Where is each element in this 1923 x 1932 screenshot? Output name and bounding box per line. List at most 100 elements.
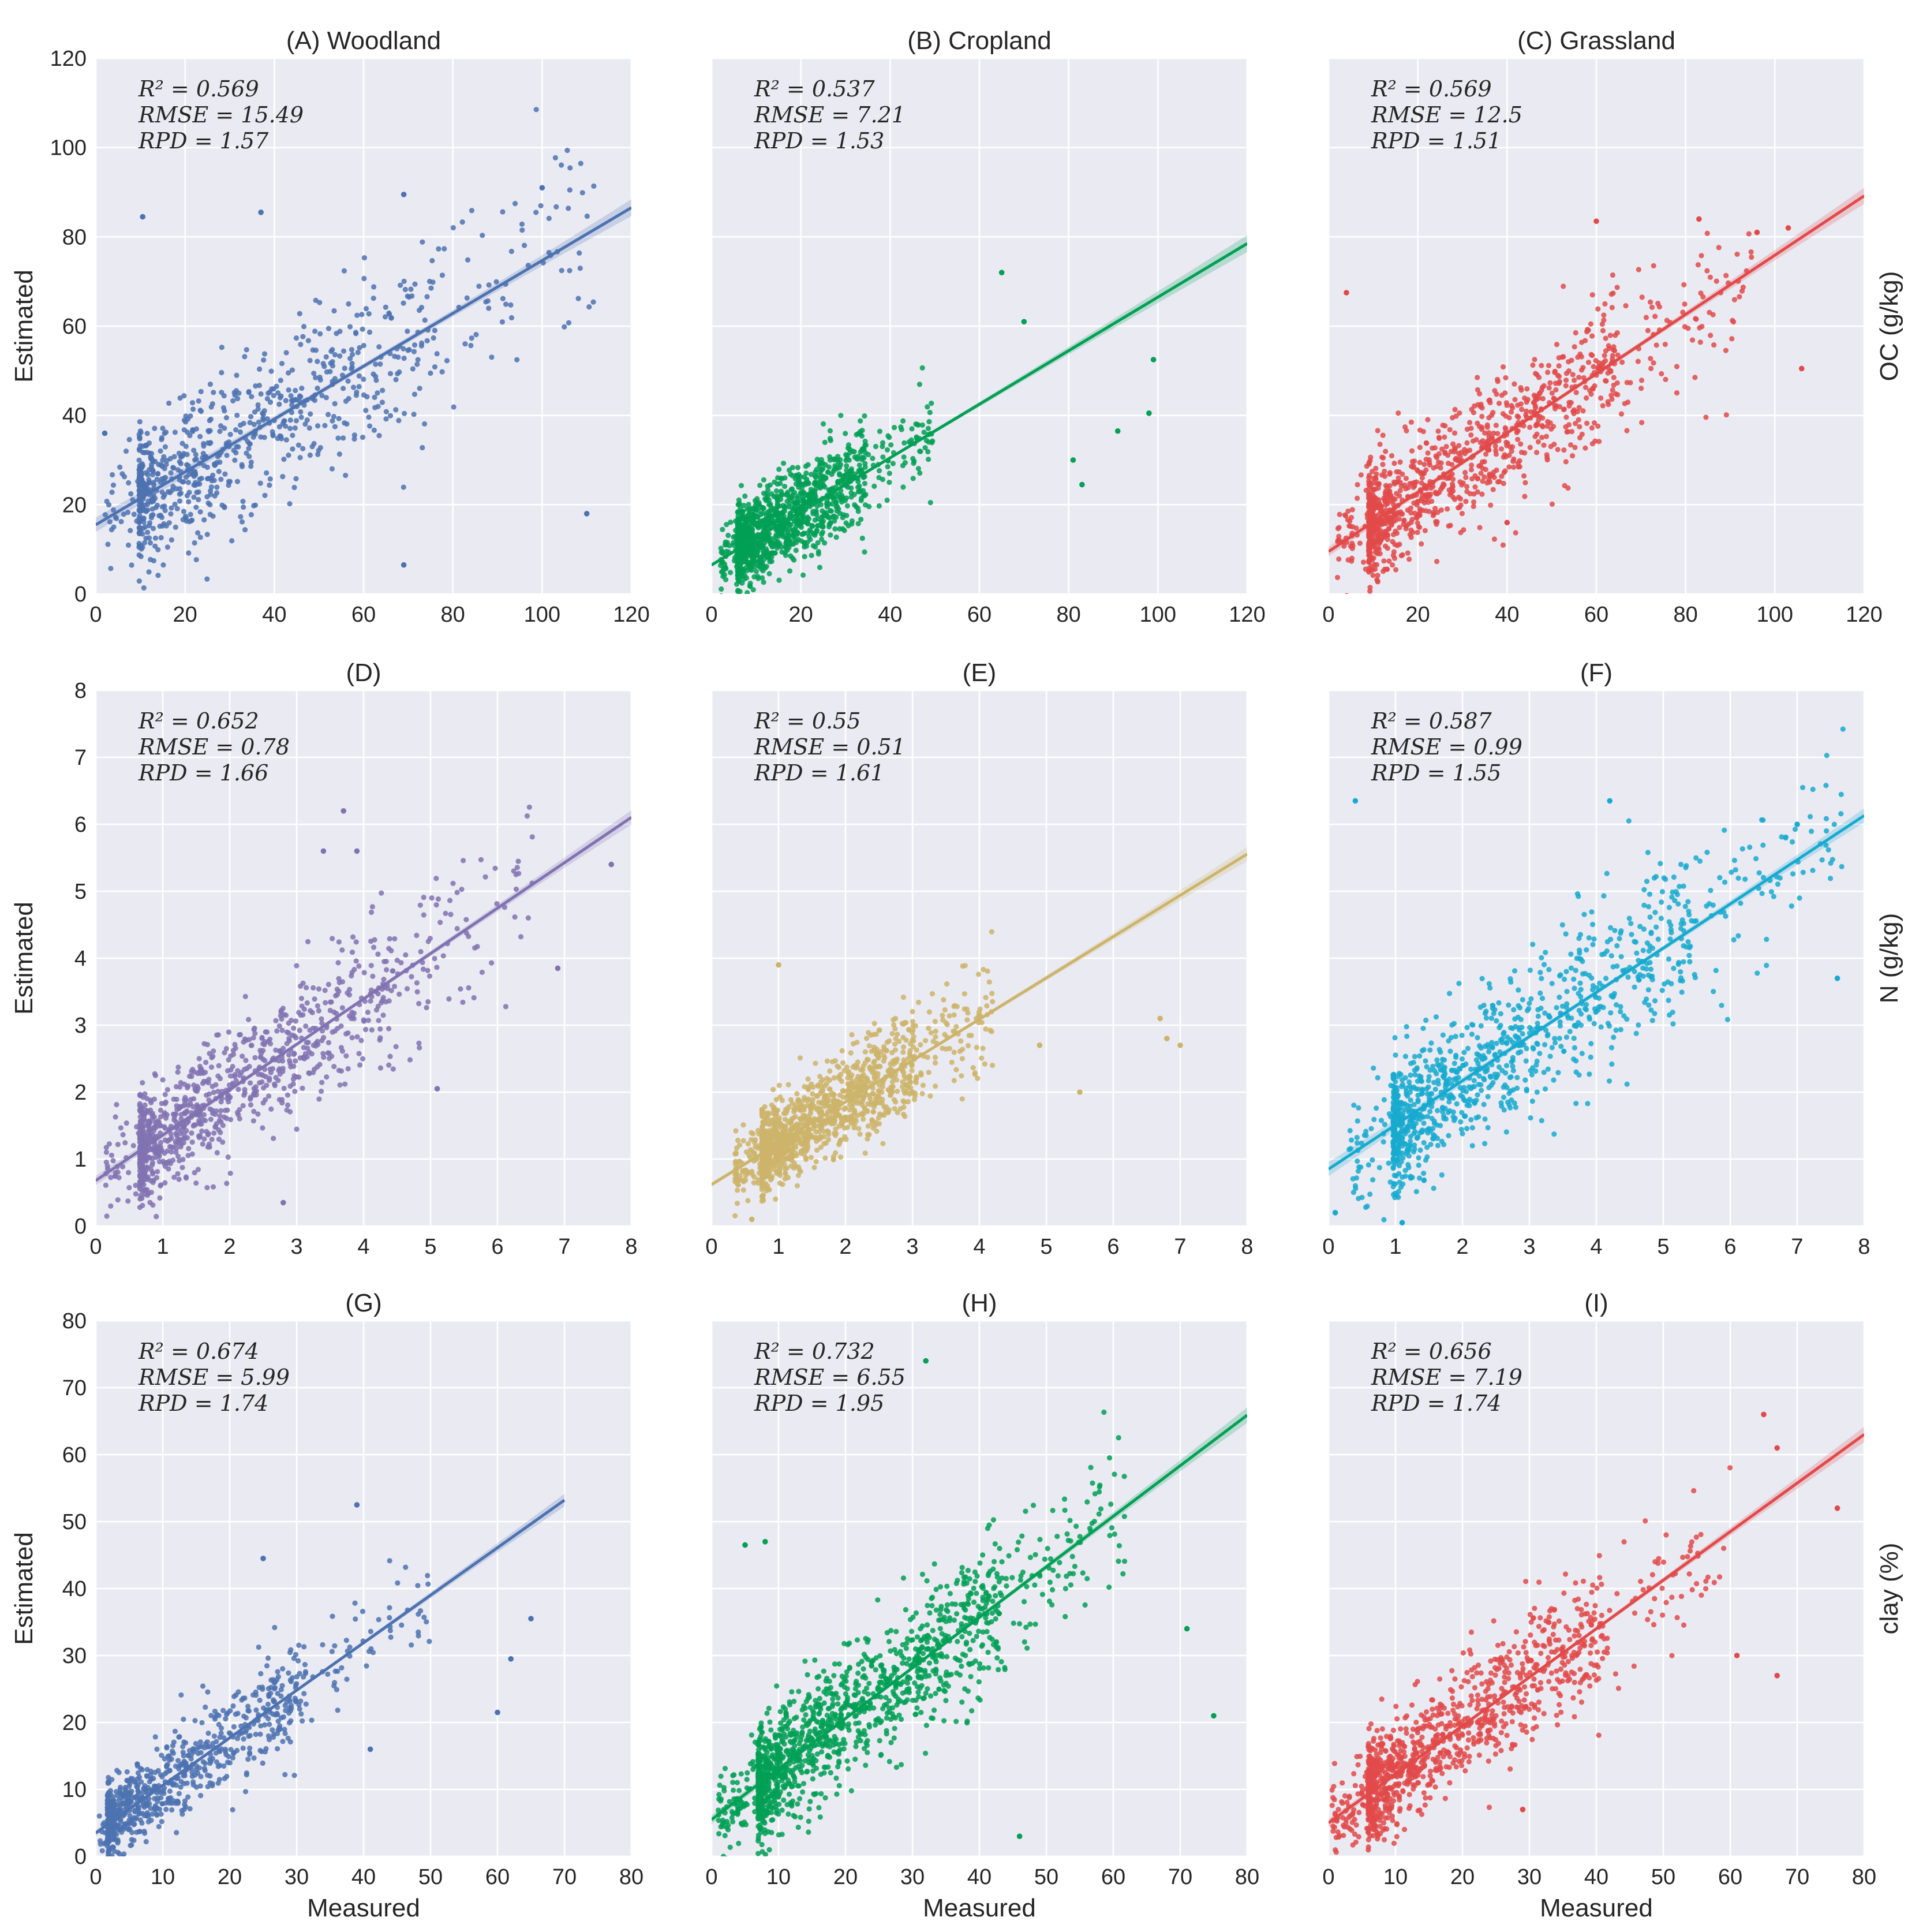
stat-annotation: RMSE = 12.5 xyxy=(1371,102,1522,128)
scatter-point xyxy=(922,444,928,451)
scatter-point xyxy=(151,1124,157,1130)
scatter-point xyxy=(807,536,813,543)
scatter-point xyxy=(1363,566,1368,572)
scatter-point xyxy=(286,370,291,376)
scatter-point xyxy=(109,489,115,495)
scatter-point xyxy=(483,299,489,305)
scatter-point xyxy=(327,369,333,375)
scatter-point xyxy=(271,1135,276,1141)
scatter-point xyxy=(1652,313,1658,319)
scatter-point xyxy=(781,484,788,489)
x-tick-label: 20 xyxy=(1406,603,1430,627)
scatter-point xyxy=(218,1130,223,1135)
scatter-point xyxy=(370,973,376,979)
scatter-point xyxy=(230,1064,235,1070)
scatter-point xyxy=(1468,425,1474,431)
scatter-point xyxy=(1366,472,1372,479)
scatter-point xyxy=(1443,444,1449,450)
scatter-point xyxy=(222,1108,228,1113)
scatter-point xyxy=(766,522,772,528)
scatter-point xyxy=(158,1183,163,1189)
scatter-point xyxy=(350,934,356,940)
scatter-point xyxy=(1391,461,1397,466)
scatter-point xyxy=(863,1036,870,1041)
scatter-point xyxy=(1486,447,1492,453)
scatter-point xyxy=(720,526,725,532)
scatter-point xyxy=(233,427,239,433)
scatter-point xyxy=(915,466,922,472)
scatter-point xyxy=(208,488,214,494)
scatter-point xyxy=(248,512,255,518)
scatter-point xyxy=(1519,406,1525,412)
scatter-point xyxy=(508,302,514,308)
scatter-point xyxy=(1603,348,1609,354)
scatter-point xyxy=(1704,268,1710,274)
x-tick-label: 80 xyxy=(1057,603,1081,627)
scatter-point xyxy=(147,450,152,456)
scatter-point xyxy=(1582,384,1589,390)
scatter-point xyxy=(754,520,760,526)
scatter-point xyxy=(552,155,558,160)
scatter-point xyxy=(941,997,946,1003)
scatter-point xyxy=(275,1078,281,1083)
scatter-point xyxy=(1585,327,1591,333)
scatter-point xyxy=(137,428,143,434)
scatter-point xyxy=(1588,352,1594,357)
scatter-point xyxy=(880,454,886,460)
panel-title: (C) Grassland xyxy=(1517,27,1675,55)
scatter-point xyxy=(858,517,864,522)
scatter-point xyxy=(158,1107,164,1113)
scatter-point xyxy=(1336,533,1342,539)
scatter-point xyxy=(1357,540,1363,546)
scatter-point xyxy=(1413,479,1420,485)
scatter-point xyxy=(170,1157,176,1163)
scatter-point xyxy=(927,500,933,506)
scatter-point xyxy=(211,390,216,395)
scatter-point xyxy=(137,443,143,449)
scatter-point xyxy=(298,996,305,1001)
scatter-point xyxy=(379,399,386,405)
scatter-point xyxy=(777,480,783,487)
scatter-point xyxy=(1663,376,1668,382)
scatter-point xyxy=(288,393,294,399)
scatter-point xyxy=(259,1036,265,1041)
scatter-point xyxy=(909,1068,915,1074)
scatter-point xyxy=(1376,501,1382,507)
scatter-point xyxy=(1531,399,1537,405)
scatter-point xyxy=(169,505,174,511)
x-tick-label: 4 xyxy=(357,1235,369,1259)
y-tick-label: 80 xyxy=(62,225,87,249)
scatter-point xyxy=(284,1029,290,1035)
scatter-point xyxy=(1723,347,1729,353)
scatter-point xyxy=(109,1152,115,1159)
scatter-point xyxy=(293,476,299,481)
scatter-point xyxy=(432,955,437,962)
scatter-point xyxy=(821,474,827,480)
scatter-point xyxy=(171,1174,177,1180)
scatter-point xyxy=(1515,460,1521,466)
scatter-point xyxy=(319,393,325,398)
scatter-point xyxy=(173,1149,179,1155)
scatter-point xyxy=(1602,301,1608,307)
scatter-point xyxy=(754,548,760,554)
scatter-point xyxy=(137,1204,143,1210)
scatter-point xyxy=(322,423,328,428)
scatter-point xyxy=(733,1128,739,1134)
scatter-point xyxy=(468,342,474,349)
scatter-point xyxy=(151,1096,158,1102)
scatter-point xyxy=(1348,524,1353,529)
scatter-point xyxy=(502,905,508,910)
scatter-point xyxy=(784,545,790,551)
scatter-point xyxy=(766,554,772,560)
scatter-point xyxy=(1408,510,1414,516)
scatter-point xyxy=(211,1089,216,1096)
scatter-point xyxy=(1389,453,1395,459)
scatter-point xyxy=(234,372,240,378)
scatter-point-outlier xyxy=(1070,457,1076,463)
scatter-point xyxy=(257,1048,263,1053)
scatter-point xyxy=(178,1144,184,1150)
scatter-point xyxy=(1532,357,1537,363)
scatter-point xyxy=(1480,479,1486,484)
scatter-point xyxy=(951,1049,957,1055)
